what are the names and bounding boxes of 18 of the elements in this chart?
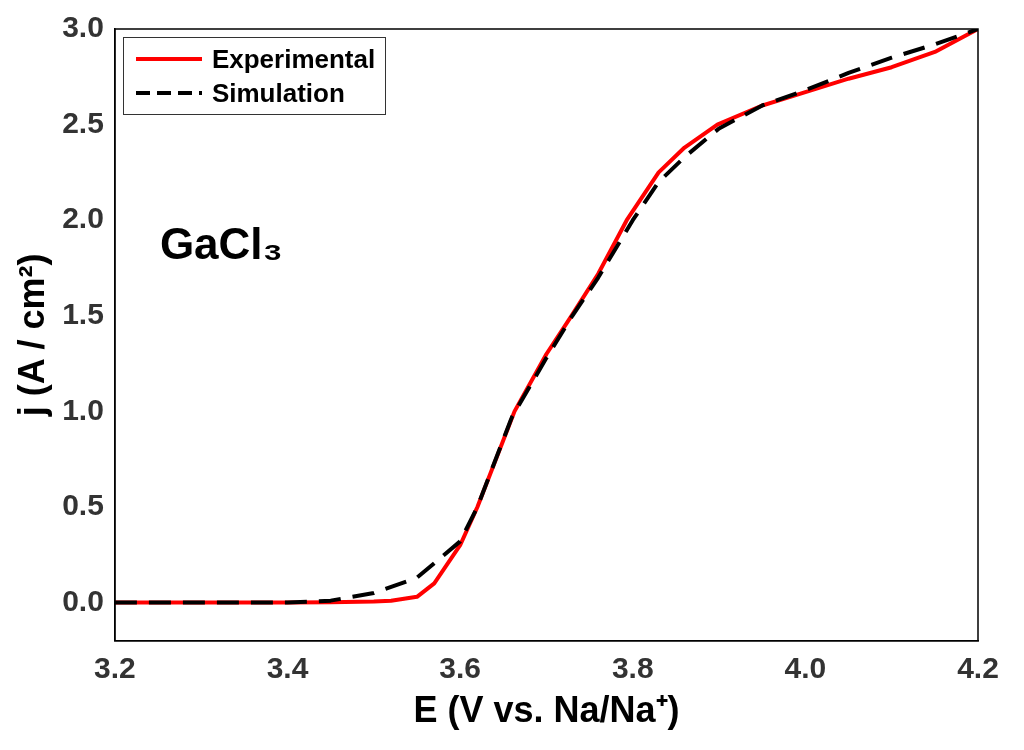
y-tick-label: 2.0 xyxy=(62,201,104,235)
x-tick-label: 3.8 xyxy=(611,651,654,685)
y-axis-title: j (A / cm²) xyxy=(10,253,52,418)
x-tick-label: 4.0 xyxy=(784,651,827,685)
y-tick-label: 1.0 xyxy=(62,392,104,426)
legend-label: Experimental xyxy=(211,43,376,76)
y-tick-label: 0.0 xyxy=(62,583,104,617)
y-tick-label: 0.5 xyxy=(62,488,104,522)
legend-label: Simulation xyxy=(211,77,345,110)
x-tick-label: 3.4 xyxy=(266,651,309,685)
x-tick-label: 3.6 xyxy=(439,651,481,685)
x-tick-label: 4.2 xyxy=(957,651,999,685)
y-tick-label: 3.0 xyxy=(62,10,104,44)
annotation: GaCl₃ xyxy=(159,219,283,269)
y-tick-label: 2.5 xyxy=(62,105,104,139)
x-axis-title: E (V vs. Na/Na⁺) xyxy=(413,689,680,731)
x-tick-label: 3.2 xyxy=(94,651,136,685)
y-tick-label: 1.5 xyxy=(62,297,104,331)
